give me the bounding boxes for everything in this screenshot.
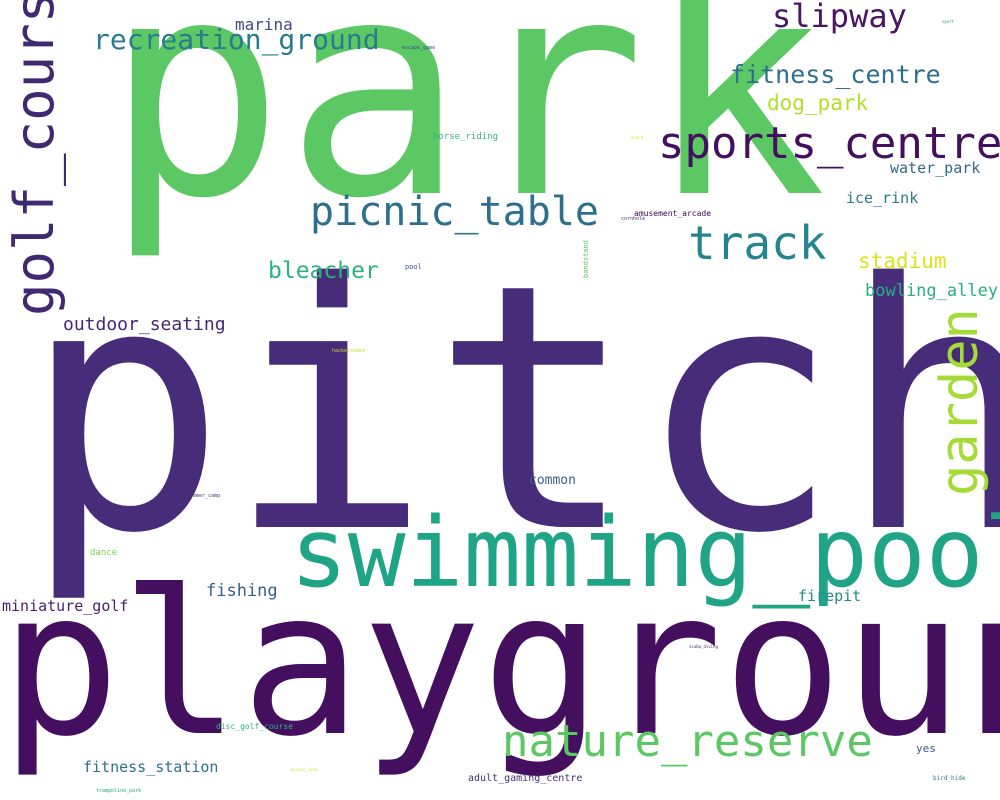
word-bandstand: bandstand	[582, 240, 590, 278]
word-miniature-golf: miniature_golf	[2, 597, 129, 615]
word-dog-park: dog_park	[767, 91, 869, 115]
word-summer-camp: summer_camp	[187, 493, 221, 499]
word-bird-hide: bird_hide	[933, 775, 966, 782]
word-recreation-ground: recreation_ground	[93, 23, 380, 56]
word-fitness-station: fitness_station	[83, 758, 219, 776]
word-garden: garden	[930, 308, 990, 496]
word-escape-game: escape_game	[402, 45, 436, 51]
word-sports-centre: sports_centre	[658, 118, 1000, 169]
word-pool: pool	[405, 263, 422, 271]
word-golf-course: golf_course	[3, 0, 66, 316]
word-hackerspace: hackerspace	[332, 348, 366, 354]
word-firepit: firepit	[798, 587, 862, 605]
word-sport: sport	[942, 19, 955, 24]
word-disc-golf-course: disc_golf_course	[216, 722, 294, 731]
word-slipway: slipway	[772, 0, 907, 35]
word-nature-reserve: nature_reserve	[502, 716, 873, 767]
word-picnic-table: picnic_table	[310, 189, 599, 235]
word-ice-rink: ice_rink	[846, 189, 919, 207]
word-amusement-arcade: amusement_arcade	[634, 209, 712, 218]
word-scuba-diving: scuba_diving	[689, 644, 718, 649]
word-marina: marina	[235, 15, 293, 34]
word-bowling-alley: bowling_alley	[865, 281, 999, 301]
word-playground: playground	[0, 548, 1000, 781]
word-fitness-centre: fitness_centre	[730, 60, 941, 89]
word-tiny-right: track	[631, 135, 644, 140]
word-stadium: stadium	[858, 249, 947, 273]
word-adult-gaming-centre: adult_gaming_centre	[468, 773, 583, 784]
word-park: park	[104, 0, 827, 264]
word-outdoor-seating: outdoor_seating	[63, 314, 226, 335]
word-horse-riding: horse_riding	[433, 132, 499, 142]
word-swimming-pool: swimming_pool	[290, 497, 1000, 609]
word-common: common	[529, 473, 576, 488]
word-yes: yes	[916, 742, 936, 755]
word-fishing: fishing	[206, 581, 278, 601]
word-cornhole: cornhole	[621, 216, 646, 222]
word-track: track	[688, 216, 827, 270]
word-bleacher: bleacher	[268, 258, 379, 284]
word-trampoline-park: trampoline_park	[96, 788, 142, 794]
word-picnic-site: picnic_site	[291, 767, 318, 772]
word-water-park: water_park	[890, 159, 981, 177]
word-dance: dance	[90, 548, 118, 558]
word-pitch: pitch	[22, 212, 1000, 608]
